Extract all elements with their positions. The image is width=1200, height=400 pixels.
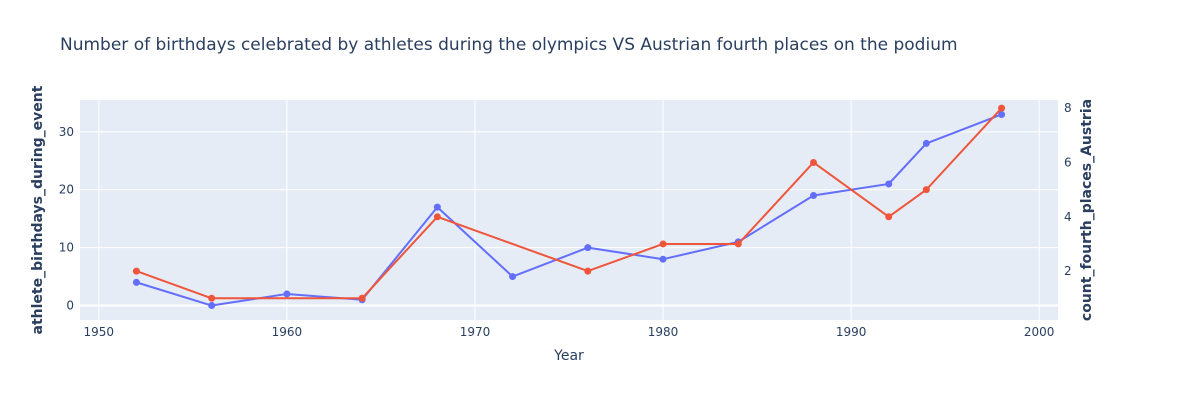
chart-title: Number of birthdays celebrated by athlet… — [60, 35, 958, 55]
data-point-right — [659, 240, 667, 248]
data-point-left — [584, 244, 592, 252]
x-tick-label: 1960 — [272, 325, 303, 339]
y-axis-title: athlete_birthdays_during_event — [30, 85, 46, 334]
data-point-left — [885, 180, 893, 188]
data-point-left — [433, 203, 441, 211]
data-point-left — [998, 110, 1006, 118]
data-point-left — [810, 192, 817, 200]
x-tick-label: 1950 — [84, 325, 115, 339]
y2-tick-label: 4 — [1064, 210, 1072, 224]
y2-tick-label: 2 — [1064, 264, 1072, 278]
y-tick-label: 30 — [59, 125, 74, 139]
data-point-right — [433, 213, 441, 221]
data-point-right — [734, 240, 742, 248]
y-tick-label: 10 — [59, 241, 74, 255]
data-point-right — [922, 186, 930, 194]
data-point-right — [358, 294, 366, 302]
data-point-left — [283, 290, 291, 298]
gridlines — [80, 100, 1058, 320]
data-point-right — [998, 104, 1006, 112]
y-tick-label: 20 — [59, 183, 74, 197]
data-point-right — [584, 267, 592, 275]
y2-axis-title: count_fourth_places_Austria — [1079, 99, 1095, 321]
data-point-left — [659, 255, 667, 263]
tick-labels: 1950 1960 1970 1980 1990 2000 0 10 20 30 2 4 6 8 — [59, 101, 1072, 339]
y2-tick-label: 6 — [1064, 155, 1072, 169]
data-point-left — [132, 278, 140, 286]
data-point-left — [208, 302, 216, 310]
plot-area — [80, 100, 1058, 320]
series-layer — [132, 104, 1006, 310]
x-axis-title: Year — [553, 348, 584, 364]
y2-tick-label: 8 — [1064, 101, 1072, 115]
data-point-right — [208, 294, 216, 302]
data-point-right — [810, 158, 817, 166]
x-tick-label: 1990 — [836, 325, 867, 339]
y-tick-label: 0 — [66, 299, 74, 313]
data-point-right — [132, 267, 140, 275]
data-point-left — [922, 139, 930, 147]
data-point-right — [885, 213, 893, 221]
x-tick-label: 1980 — [648, 325, 679, 339]
x-tick-label: 1970 — [460, 325, 491, 339]
x-tick-label: 2000 — [1024, 325, 1055, 339]
data-point-left — [509, 273, 517, 281]
